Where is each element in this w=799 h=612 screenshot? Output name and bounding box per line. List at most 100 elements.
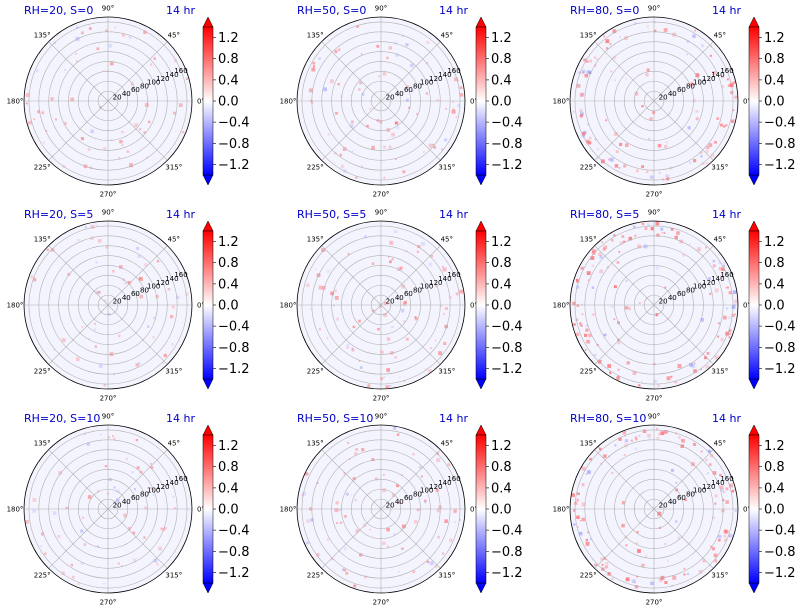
- heatmap-cell: [700, 155, 703, 158]
- heatmap-cell: [389, 240, 394, 245]
- heatmap-cell: [421, 241, 425, 246]
- radial-tick-label: 40: [122, 90, 131, 98]
- colorbar-tick-label: 1.2: [764, 31, 785, 46]
- heatmap-cell: [310, 518, 314, 522]
- heatmap-cell: [613, 234, 616, 237]
- angle-gridline: [594, 449, 655, 510]
- heatmap-cell: [586, 324, 588, 327]
- heatmap-cell: [334, 296, 339, 300]
- radial-tick-label: 60: [131, 494, 140, 502]
- heatmap-cell: [608, 158, 610, 161]
- heatmap-cell: [305, 472, 309, 476]
- angle-tick-label: 90°: [375, 209, 387, 217]
- colorbar-extend-max: [748, 220, 760, 232]
- heatmap-cell: [454, 77, 458, 82]
- heatmap-cell: [90, 236, 94, 240]
- heatmap-cell: [80, 137, 85, 141]
- heatmap-cell: [381, 351, 384, 354]
- angle-gridline: [107, 508, 168, 569]
- angle-tick-label: 45°: [714, 236, 726, 244]
- heatmap-cell: [400, 308, 405, 313]
- polar-frame: [23, 16, 193, 186]
- colorbar-extend-max: [475, 424, 487, 436]
- heatmap-cell: [457, 79, 460, 82]
- heatmap-cell: [628, 236, 633, 241]
- heatmap-cell: [321, 285, 326, 290]
- radial-tick-label: 60: [404, 494, 413, 502]
- heatmap-cell: [70, 563, 74, 567]
- radial-tick-label: 160: [447, 475, 460, 483]
- heatmap-cell: [611, 471, 614, 474]
- heatmap-cell: [731, 313, 735, 318]
- heatmap-cell: [436, 98, 440, 102]
- heatmap-cell: [636, 530, 639, 534]
- heatmap-cell: [185, 292, 189, 296]
- heatmap-cell: [356, 25, 359, 28]
- heatmap-cell: [339, 509, 341, 511]
- heatmap-cell: [723, 529, 728, 534]
- heatmap-cell: [437, 535, 441, 539]
- colorbar-tick-label: −1.2: [764, 362, 796, 377]
- radial-tick-label: 20: [386, 94, 395, 102]
- heatmap-cell: [121, 130, 124, 134]
- angle-tick-label: 135°: [307, 440, 324, 448]
- heatmap-cell: [581, 466, 586, 471]
- heatmap-cell: [684, 498, 688, 502]
- panel-title: RH=50, S=0: [297, 4, 366, 17]
- colorbar-extend-max: [748, 424, 760, 436]
- heatmap-cell: [623, 240, 625, 243]
- panel: RH=20, S=10 14 hr 0° 45° 90° 135° 180° 225° 270°…: [7, 412, 250, 607]
- heatmap-cell: [166, 483, 169, 486]
- heatmap-cell: [150, 63, 153, 66]
- heatmap-cell: [603, 333, 607, 337]
- heatmap-cell: [706, 145, 710, 150]
- heatmap-cell: [578, 531, 583, 536]
- heatmap-cell: [650, 581, 654, 586]
- heatmap-cell: [312, 61, 316, 65]
- panel: RH=50, S=10 14 hr 0° 45° 90° 135° 180° 225° 270°…: [280, 412, 523, 607]
- heatmap-cell: [366, 124, 369, 128]
- heatmap-cell: [155, 295, 159, 299]
- heatmap-cell: [343, 547, 347, 551]
- heatmap-cell: [432, 143, 434, 146]
- heatmap-cell: [603, 245, 608, 249]
- heatmap-cell: [361, 165, 363, 167]
- angle-tick-label: 0°: [197, 506, 205, 514]
- colorbar-tick-label: 1.2: [491, 439, 512, 454]
- heatmap-cell: [43, 552, 47, 556]
- heatmap-cell: [732, 109, 735, 112]
- heatmap-cell: [575, 318, 579, 322]
- heatmap-cell: [589, 538, 592, 541]
- heatmap-cell: [625, 577, 629, 581]
- heatmap-cell: [657, 511, 662, 516]
- heatmap-cell: [342, 147, 347, 151]
- radial-tick-label: 160: [447, 271, 460, 279]
- heatmap-cell: [83, 432, 86, 435]
- heatmap-cell: [132, 531, 136, 535]
- colorbar-tick-label: −1.2: [491, 362, 523, 377]
- heatmap-cell: [576, 304, 580, 307]
- heatmap-cell: [655, 266, 659, 270]
- heatmap-cell: [580, 303, 583, 306]
- heatmap-cell: [61, 571, 65, 575]
- heatmap-cell: [113, 486, 116, 489]
- colorbar-extend-min: [202, 174, 214, 186]
- heatmap-cell: [90, 224, 95, 229]
- heatmap-cell: [714, 494, 718, 498]
- angle-tick-label: 45°: [168, 32, 180, 40]
- heatmap-cell: [71, 575, 75, 579]
- colorbar-tick-label: 0.0: [764, 95, 785, 110]
- heatmap-cell: [110, 138, 113, 141]
- heatmap-cell: [371, 145, 375, 150]
- heatmap-cell: [103, 70, 105, 72]
- heatmap-cell: [581, 502, 586, 507]
- heatmap-cell: [623, 164, 627, 168]
- heatmap-cell: [97, 490, 100, 493]
- radial-tick-label: 20: [386, 502, 395, 510]
- radial-tick-label: 80: [686, 490, 695, 498]
- panel-title: RH=80, S=10: [570, 412, 646, 425]
- heatmap-cell: [609, 43, 612, 46]
- heatmap-cell: [572, 110, 575, 113]
- heatmap-cell: [594, 56, 596, 59]
- radial-tick-label: 100: [147, 79, 160, 87]
